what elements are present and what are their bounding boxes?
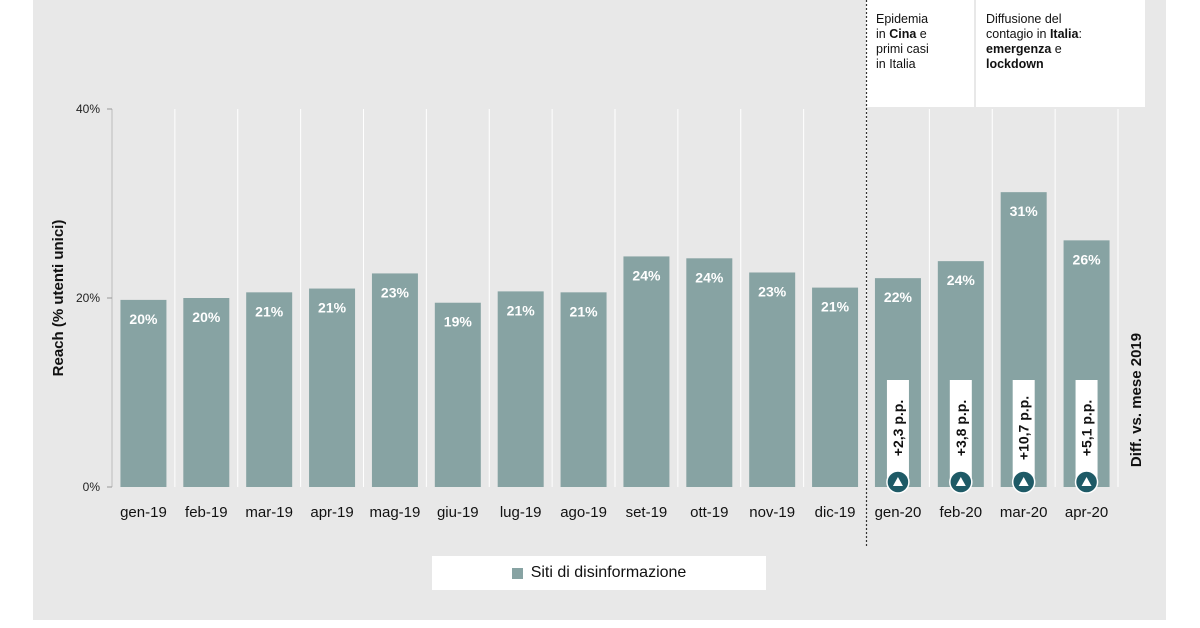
x-tick-label: apr-19 [310,504,353,521]
triangle-up-icon [1018,477,1029,486]
difference-label: +10,7 p.p. [1016,396,1032,460]
bar [686,258,733,487]
bar [120,299,167,487]
triangle-up-icon [955,477,966,486]
bar-value-label: 24% [947,272,976,288]
bar-value-label: 20% [129,311,158,327]
bar-value-label: 26% [1073,251,1102,267]
right-axis-title: Diff. vs. mese 2019 [1128,333,1145,467]
difference-box [949,380,972,478]
x-tick-label: mag-19 [370,504,421,521]
annotation-italy-line4: lockdown [986,57,1044,71]
difference-box [1075,380,1098,478]
y-tick-label: 0% [83,480,101,494]
difference-label: +2,3 p.p. [890,400,906,456]
difference-label: +3,8 p.p. [953,400,969,456]
annotation-italy-line2: contagio in Italia: [986,27,1082,41]
difference-label: +5,1 p.p. [1079,400,1095,456]
legend-swatch [511,567,523,579]
x-tick-label: ago-19 [560,504,607,521]
legend-label: Siti di disinformazione [530,564,687,581]
bar [497,291,544,487]
bar-value-label: 24% [695,269,724,285]
annotation-italy-line1: Diffusione del [986,12,1062,26]
difference-box [886,380,909,478]
bar [309,288,356,487]
bar [371,273,418,487]
triangle-up-icon [1081,477,1092,486]
x-tick-label: feb-20 [940,504,983,521]
x-tick-label: gen-19 [120,504,167,521]
legend: Siti di disinformazione [432,556,766,590]
bar-value-label: 24% [632,267,661,283]
x-tick-label: dic-19 [815,504,856,521]
bar-value-label: 23% [758,283,787,299]
x-tick-label: mar-20 [1000,504,1048,521]
annotation-china-line1: Epidemia [876,12,929,26]
triangle-up-icon [892,477,903,486]
annotation-china-line2: in Cina e [876,27,927,41]
bar-value-label: 19% [444,314,473,330]
bar [560,292,607,487]
bar-value-label: 22% [884,289,913,305]
bar [812,287,859,487]
bar-value-label: 21% [255,303,284,319]
bar [246,292,293,487]
x-tick-label: nov-19 [749,504,795,521]
x-tick-label: apr-20 [1065,504,1108,521]
y-axis-title: Reach (% utenti unici) [50,220,67,377]
bar-value-label: 23% [381,284,410,300]
bar-value-label: 21% [318,300,347,316]
annotation-italy: Diffusione del contagio in Italia: emerg… [976,0,1145,107]
y-tick-label: 20% [76,291,100,305]
x-tick-label: giu-19 [437,504,479,521]
x-tick-label: feb-19 [185,504,228,521]
bar-value-label: 21% [821,299,850,315]
y-tick-label: 40% [76,102,100,116]
bar [434,302,481,487]
bar-value-label: 31% [1010,203,1039,219]
difference-box [1012,380,1035,478]
annotation-china-line3: primi casi [876,42,929,56]
x-tick-label: gen-20 [875,504,922,521]
annotation-china: Epidemia in Cina e primi casi in Italia [866,0,974,107]
bar [749,272,796,487]
x-tick-label: mar-19 [245,504,293,521]
annotation-china-line4: in Italia [876,57,916,71]
bar [183,298,230,487]
bar-value-label: 21% [570,303,599,319]
annotation-italy-line3: emergenza e [986,42,1062,56]
x-tick-label: set-19 [626,504,668,521]
x-tick-label: ott-19 [690,504,728,521]
bar-value-label: 21% [507,302,536,318]
x-tick-label: lug-19 [500,504,542,521]
bar-value-label: 20% [192,309,221,325]
bar [623,256,670,487]
